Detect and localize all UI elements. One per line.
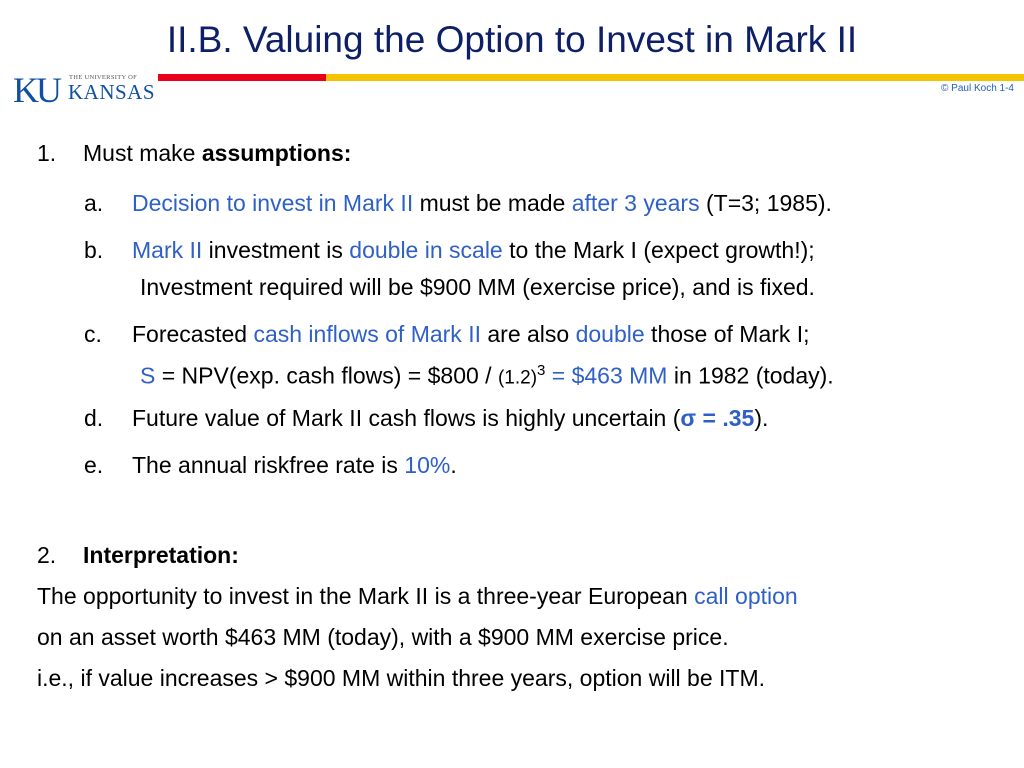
item-b: b. Mark II investment is double in scale … <box>84 237 815 263</box>
logo-small-text: THE UNIVERSITY OF <box>69 74 138 81</box>
interpretation-line-2: on an asset worth $463 MM (today), with … <box>37 624 729 650</box>
item-e: e. The annual riskfree rate is 10%. <box>84 452 457 478</box>
header-bar-red <box>158 74 326 81</box>
logo-kansas-text: KANSAS <box>68 80 156 104</box>
interpretation-line-3: i.e., if value increases > $900 MM withi… <box>37 665 766 691</box>
item-a: a. Decision to invest in Mark II must be … <box>84 190 832 216</box>
section2-heading: 2. Interpretation: <box>37 542 239 568</box>
item-b-line2: Investment required will be $900 MM (exe… <box>140 274 815 300</box>
ku-logo: KU THE UNIVERSITY OF KANSAS <box>13 70 158 108</box>
slide-title: II.B. Valuing the Option to Invest in Ma… <box>166 19 858 60</box>
copyright-text: © Paul Koch 1-4 <box>941 83 1014 94</box>
item-c: c. Forecasted cash inflows of Mark II are… <box>84 321 810 347</box>
header-bar-yellow <box>326 74 1024 81</box>
section1-heading: 1. Must make assumptions: <box>37 140 352 166</box>
interpretation-line-1: The opportunity to invest in the Mark II… <box>37 583 798 609</box>
logo-ku-monogram: KU <box>13 70 62 110</box>
item-d: d. Future value of Mark II cash flows is … <box>84 405 769 431</box>
item-c-line2: S = NPV(exp. cash flows) = $800 / (1.2)3… <box>140 362 834 389</box>
